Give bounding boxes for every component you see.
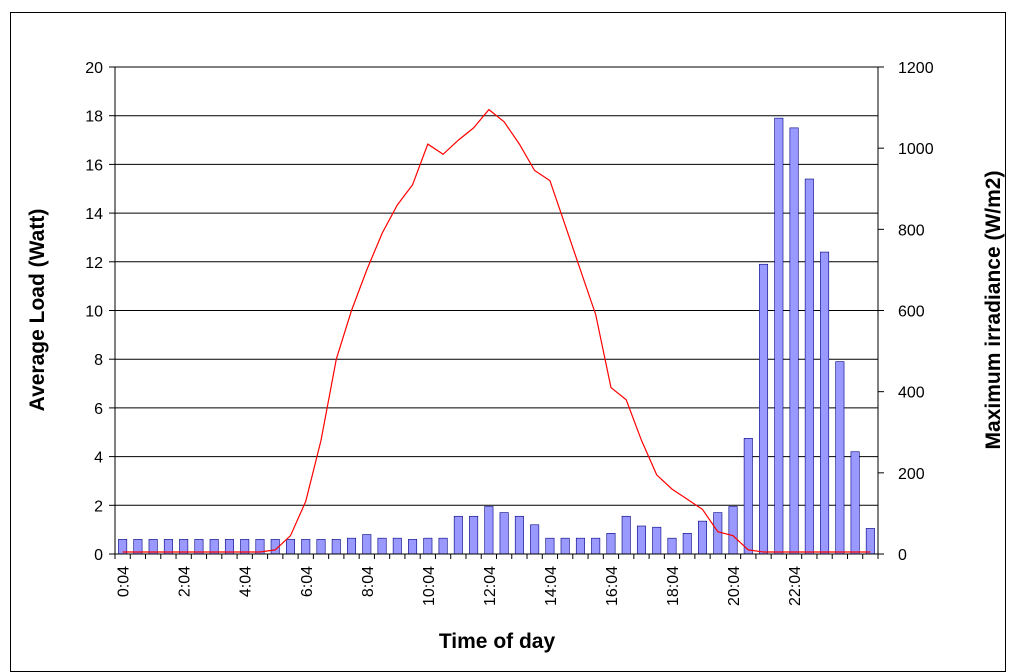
load-bar — [759, 263, 769, 555]
load-bar — [331, 539, 341, 555]
load-bar — [820, 251, 830, 555]
load-bar — [743, 438, 753, 555]
right-tick-label: 1200 — [898, 60, 934, 77]
x-tick-label: 8:04 — [360, 566, 377, 597]
load-bar — [682, 533, 692, 555]
left-tick-label: 16 — [85, 157, 103, 174]
load-bar — [804, 178, 814, 555]
load-bar — [377, 537, 387, 555]
load-bar — [423, 537, 433, 555]
load-bar — [621, 515, 631, 555]
load-bar — [453, 515, 463, 555]
load-bar — [774, 117, 784, 555]
load-bar — [591, 537, 601, 555]
left-tick-label: 10 — [85, 304, 103, 321]
x-tick-label: 6:04 — [299, 566, 316, 597]
load-bar — [789, 127, 799, 555]
x-axis-title: Time of day — [439, 630, 556, 653]
load-bar — [835, 361, 845, 555]
right-axis-ticks: 0 200 400 600 800 1000 1200 — [878, 60, 934, 564]
load-bars — [118, 117, 875, 555]
load-bar — [285, 539, 295, 555]
x-axis-ticks: 0:04 2:04 4:04 6:04 8:04 10:04 12:04 14:04 16:04… — [114, 554, 879, 606]
load-bar — [728, 506, 738, 555]
load-bar — [362, 534, 372, 555]
left-axis-ticks: 0 2 4 6 8 10 12 14 16 18 20 — [85, 60, 115, 564]
x-tick-label: 18:04 — [665, 566, 682, 606]
right-tick-label: 600 — [898, 304, 925, 321]
right-tick-label: 400 — [898, 385, 925, 402]
x-tick-label: 14:04 — [543, 566, 560, 606]
x-tick-label: 4:04 — [238, 566, 255, 597]
load-bar — [636, 525, 646, 555]
load-bar — [301, 539, 311, 555]
left-tick-label: 14 — [85, 206, 103, 223]
right-tick-label: 800 — [898, 222, 925, 239]
left-tick-label: 8 — [94, 352, 103, 369]
right-tick-label: 200 — [898, 466, 925, 483]
load-bar — [560, 537, 570, 555]
load-bar — [514, 515, 524, 555]
left-tick-label: 20 — [85, 60, 103, 77]
load-bar — [408, 539, 418, 555]
x-tick-label: 12:04 — [482, 566, 499, 606]
load-bar — [392, 537, 402, 555]
left-tick-label: 12 — [85, 255, 103, 272]
x-tick-label: 22:04 — [787, 566, 804, 606]
left-tick-label: 4 — [94, 450, 103, 467]
x-tick-label: 20:04 — [726, 566, 743, 606]
left-axis-title: Average Load (Watt) — [26, 209, 49, 412]
chart-frame — [10, 12, 1006, 672]
load-bar — [530, 524, 540, 555]
load-bar — [469, 515, 479, 555]
right-tick-label: 0 — [898, 547, 907, 564]
x-tick-label: 16:04 — [604, 566, 621, 606]
left-tick-label: 18 — [85, 109, 103, 126]
right-axis-title: Maximum irradiance (W/m2) — [982, 171, 1005, 450]
x-tick-label: 2:04 — [177, 566, 194, 597]
irradiance-line — [122, 108, 871, 553]
load-bar — [499, 512, 509, 555]
load-bar — [865, 528, 875, 555]
left-tick-label: 0 — [94, 547, 103, 564]
load-bar — [606, 533, 616, 555]
left-tick-label: 2 — [94, 498, 103, 515]
load-bar — [316, 539, 326, 555]
left-tick-label: 6 — [94, 401, 103, 418]
load-bar — [698, 520, 708, 555]
load-bar — [545, 537, 555, 555]
load-bar — [667, 537, 677, 555]
load-bar — [850, 451, 860, 555]
load-bar — [652, 526, 662, 555]
load-bar — [438, 537, 448, 555]
x-tick-label: 0:04 — [116, 566, 133, 597]
load-bar — [484, 506, 494, 555]
right-tick-label: 1000 — [898, 141, 934, 158]
load-bar — [713, 512, 723, 555]
load-bar — [575, 537, 585, 555]
x-tick-label: 10:04 — [421, 566, 438, 606]
load-bar — [347, 537, 357, 555]
